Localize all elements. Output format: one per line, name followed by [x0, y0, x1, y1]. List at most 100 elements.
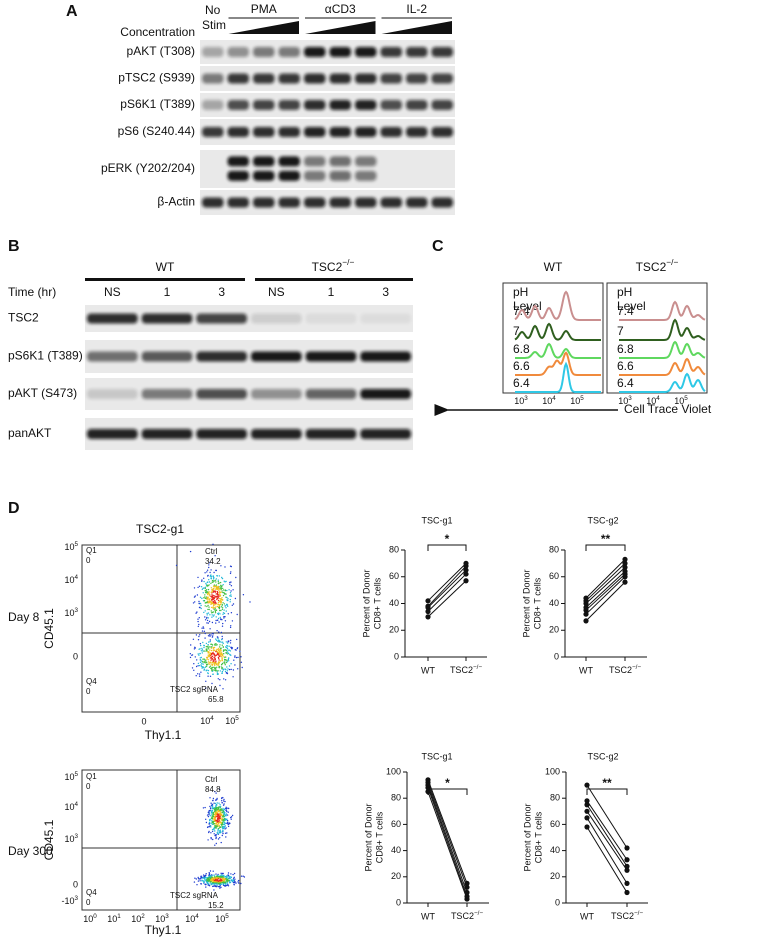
event-dot — [212, 598, 215, 600]
y-tick-label: 0 — [396, 897, 401, 907]
event-dot — [218, 646, 221, 648]
pair-line — [427, 580, 467, 618]
event-dot — [231, 814, 234, 817]
blot-band — [380, 73, 402, 84]
event-dot — [210, 569, 212, 571]
ph-level: 7.4 — [617, 304, 634, 318]
event-dot — [224, 566, 226, 568]
event-dot — [227, 811, 229, 813]
event-dot — [215, 593, 217, 595]
text-base: TSC2 — [451, 911, 474, 921]
event-dot — [203, 627, 205, 629]
histogram-curve — [619, 357, 706, 376]
event-dot — [221, 875, 223, 878]
row-label: pS6K1 (T389) — [120, 97, 195, 111]
event-dot — [226, 596, 228, 599]
event-dot — [212, 821, 214, 823]
event-dot — [221, 877, 224, 880]
blot-band — [305, 351, 357, 362]
event-dot — [230, 571, 232, 573]
event-dot — [202, 650, 204, 652]
event-dot — [216, 590, 219, 593]
event-dot — [215, 803, 218, 806]
event-dot — [228, 589, 230, 591]
event-dot — [224, 825, 226, 828]
event-dot — [217, 880, 219, 883]
event-dot — [217, 808, 219, 810]
event-dot — [221, 619, 223, 621]
event-dot — [221, 635, 223, 638]
event-dot — [222, 879, 224, 881]
text-base: TSC2 — [312, 260, 343, 274]
event-dot — [218, 665, 221, 668]
blot-band — [253, 127, 275, 137]
event-dot — [211, 655, 214, 658]
event-dot — [196, 884, 198, 886]
event-dot — [222, 830, 224, 832]
event-dot — [209, 815, 211, 817]
blot-band — [329, 197, 351, 208]
event-dot — [210, 577, 212, 579]
row-label: pS6 (S240.44) — [118, 124, 195, 138]
event-dot — [208, 606, 210, 608]
event-dot — [218, 651, 220, 653]
data-point — [622, 579, 628, 585]
event-dot — [209, 805, 211, 808]
blot-band — [227, 197, 249, 208]
event-dot — [223, 589, 225, 591]
quadrant-name: Q1 — [86, 772, 97, 781]
blot-band — [253, 47, 275, 57]
text-sup: −/− — [473, 664, 482, 671]
blot-band — [227, 73, 249, 84]
blot-band — [431, 47, 453, 57]
blot-band — [196, 313, 247, 324]
event-dot — [217, 833, 219, 835]
significance: * — [445, 532, 450, 546]
data-point — [425, 598, 431, 604]
event-dot — [217, 605, 219, 608]
event-dot — [209, 818, 211, 821]
blot-band — [251, 429, 302, 439]
event-dot — [207, 839, 209, 841]
event-dot — [202, 626, 204, 628]
event-dot — [205, 589, 208, 591]
event-dot — [216, 575, 218, 577]
event-dot — [222, 650, 225, 652]
event-dot — [204, 587, 206, 590]
text-base: -10 — [61, 896, 74, 906]
blot-background — [85, 305, 413, 332]
event-dot — [198, 664, 201, 667]
lane-label: NS — [268, 285, 285, 299]
x-tick-label: WT — [580, 911, 594, 921]
event-dot — [231, 604, 233, 606]
event-dot — [217, 825, 219, 827]
event-dot — [218, 605, 221, 607]
event-dot — [217, 594, 220, 596]
blot-background — [200, 150, 455, 188]
text-base: 10 — [64, 802, 74, 812]
event-dot — [220, 872, 222, 874]
event-dot — [209, 657, 212, 659]
blot-band — [431, 127, 453, 137]
event-dot — [221, 809, 223, 811]
event-dot — [215, 875, 217, 877]
event-dot — [221, 659, 223, 661]
event-dot — [220, 822, 222, 824]
event-dot — [203, 881, 205, 884]
event-dot — [203, 667, 205, 669]
event-dot — [208, 823, 210, 825]
event-dot — [217, 824, 219, 826]
event-dot — [211, 579, 214, 582]
event-dot — [242, 875, 244, 877]
event-dot — [219, 616, 221, 619]
event-dot — [205, 687, 207, 689]
event-dot — [200, 875, 202, 877]
event-dot — [216, 877, 218, 880]
event-dot — [201, 630, 204, 632]
event-dot — [207, 644, 209, 646]
event-dot — [209, 652, 211, 654]
blot-band — [141, 313, 193, 324]
event-dot — [215, 881, 217, 883]
data-point — [622, 568, 628, 575]
event-dot — [207, 815, 210, 818]
